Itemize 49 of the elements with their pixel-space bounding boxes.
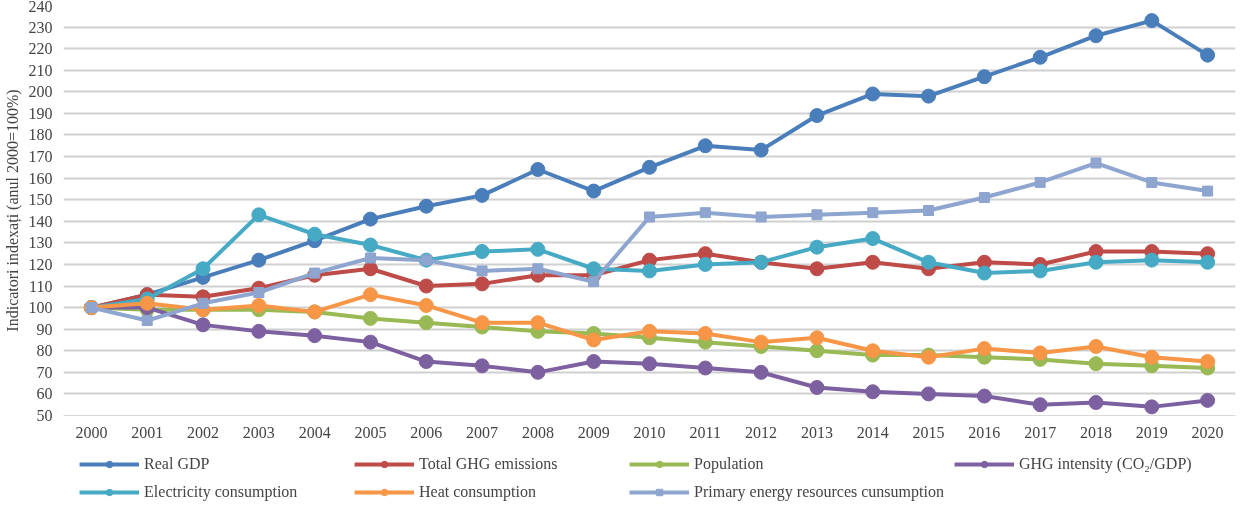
x-tick-label: 2012: [745, 423, 778, 441]
legend-label: Total GHG emissions: [419, 454, 559, 473]
x-tick-label: 2017: [1024, 423, 1057, 441]
x-tick-label: 2000: [75, 423, 108, 441]
y-tick-label: 220: [28, 40, 53, 58]
x-tick-label: 2004: [298, 423, 331, 441]
x-tick-label: 2014: [856, 423, 889, 441]
y-tick-label: 60: [36, 385, 53, 403]
y-tick-label: 140: [28, 212, 53, 230]
y-tick-label: 170: [28, 148, 53, 166]
y-tick-label: 230: [28, 18, 53, 36]
y-tick-label: 50: [36, 407, 53, 424]
legend-label: Real GDP: [144, 454, 211, 473]
legend-label: Population: [694, 454, 765, 473]
y-tick-label: 200: [28, 83, 53, 101]
x-tick-label: 2016: [968, 423, 1001, 441]
y-tick-label: 190: [28, 104, 53, 122]
y-tick-label: 100: [28, 299, 53, 317]
legend-label: Heat consumption: [419, 482, 537, 501]
y-tick-label: 180: [28, 126, 53, 144]
y-tick-label: 240: [28, 0, 53, 15]
x-tick-label: 2003: [242, 423, 275, 441]
x-tick-label: 2020: [1191, 423, 1224, 441]
y-tick-label: 130: [28, 234, 53, 252]
y-tick-label: 80: [36, 342, 53, 360]
x-tick-label: 2006: [410, 423, 443, 441]
x-tick-label: 2019: [1135, 423, 1168, 441]
y-tick-label: 90: [36, 320, 53, 338]
legend-label: Electricity consumption: [144, 482, 299, 501]
x-tick-label: 2002: [187, 423, 220, 441]
y-tick-label: 150: [28, 191, 53, 209]
x-tick-label: 2001: [131, 423, 164, 441]
y-tick-label: 160: [28, 169, 53, 187]
x-tick-label: 2010: [633, 423, 666, 441]
x-tick-label: 2013: [800, 423, 833, 441]
x-tick-label: 2009: [577, 423, 610, 441]
y-tick-label: 120: [28, 255, 53, 273]
legend-label: Primary energy resources cunsumption: [694, 482, 944, 501]
y-tick-label: 70: [36, 363, 53, 381]
x-tick-label: 2005: [354, 423, 387, 441]
x-tick-label: 2018: [1079, 423, 1112, 441]
y-axis-title: Indicatori indexați (anul 2000=100%): [3, 89, 22, 332]
legend-label: GHG intensity (CO₂/GDP): [1018, 454, 1193, 473]
x-tick-label: 2015: [912, 423, 945, 441]
y-tick-label: 210: [28, 61, 53, 79]
x-tick-label: 2007: [466, 423, 499, 441]
x-tick-label: 2011: [689, 423, 722, 441]
x-tick-label: 2008: [521, 423, 554, 441]
y-tick-label: 110: [29, 277, 53, 295]
